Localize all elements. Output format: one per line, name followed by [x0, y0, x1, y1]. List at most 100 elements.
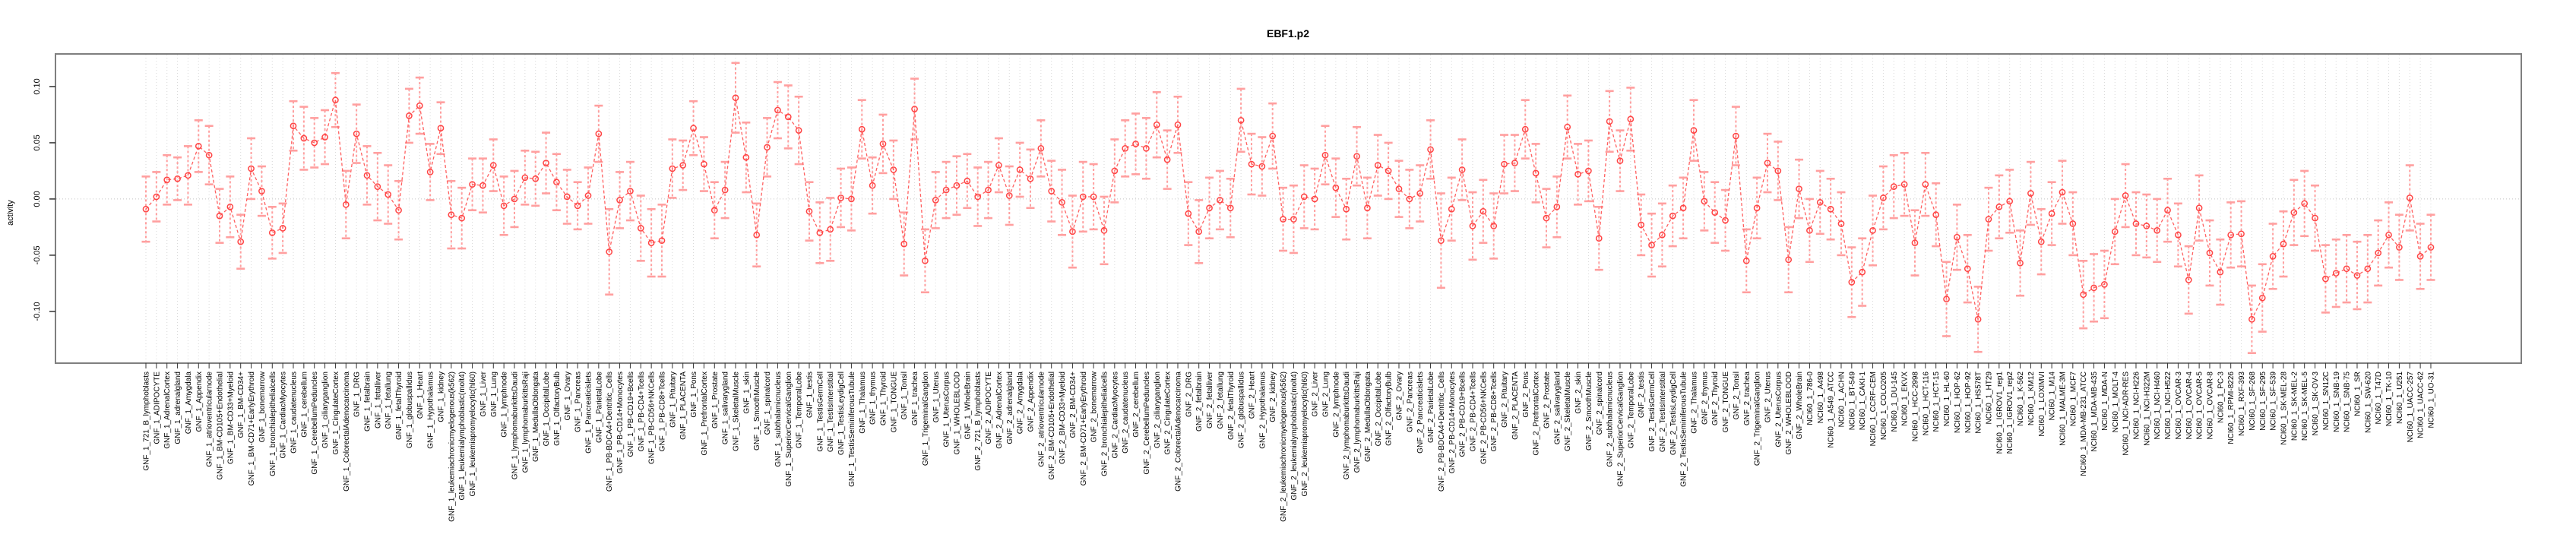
x-tick-label: GNF_2_TestisSeminiferousTubule — [1680, 372, 1688, 487]
x-tick-label: GNF_2_Pancreaticislets — [1416, 372, 1425, 454]
data-point — [890, 166, 897, 173]
data-point — [1343, 205, 1350, 213]
x-tick-label: NCI60_1_OVCAR-3 — [2175, 372, 2183, 440]
x-tick-label: NCI60_1_RPMI-8226 — [2227, 372, 2236, 444]
x-tick-label: GNF_1_BM-CD71+EarlyErythroid — [248, 372, 256, 485]
data-point — [900, 240, 908, 248]
data-point — [2027, 190, 2034, 197]
x-tick-label: GNF_1_ParietalLobe — [595, 372, 603, 443]
data-point — [606, 248, 613, 255]
data-point — [1585, 167, 1592, 175]
x-tick-label: GNF_2_lymphomaburkittsRaji — [1353, 372, 1362, 473]
x-tick-label: NCI60_1_MDA-MB-435 — [2090, 372, 2099, 452]
x-tick-label: GNF_2_WholeBrain — [1796, 372, 1804, 439]
x-tick-label: NCI60_1_U251 — [2396, 372, 2404, 424]
x-tick-label: NCI60_1_COLO205 — [1880, 372, 1888, 440]
data-point — [1364, 204, 1371, 212]
y-tick-label: 0.00 — [33, 191, 42, 207]
data-point — [1037, 144, 1045, 152]
x-tick-label: NCI60_1_UO-31 — [2427, 372, 2435, 428]
x-tick-label: GNF_2_DRG — [1185, 372, 1193, 417]
x-tick-label: GNF_2_Amygdala — [1017, 372, 1025, 435]
x-tick-label: NCI60_1_NCI-H322M — [2143, 372, 2151, 446]
data-point — [2290, 209, 2298, 217]
data-point — [469, 181, 476, 188]
x-tick-label: GNF_1_DRG — [353, 372, 362, 417]
x-tick-label: GNF_1_bronchialepithelialcells — [269, 372, 277, 476]
x-tick-label: GNF_1_MedullaOblongata — [532, 372, 540, 462]
data-point — [2175, 231, 2182, 239]
x-tick-label: GNF_1_lymphnode — [501, 372, 509, 438]
data-point — [1217, 197, 1223, 204]
x-tick-label: GNF_1_globuspallidus — [406, 372, 414, 448]
x-tick-label: GNF_2_SkeletalMuscle — [1564, 372, 1572, 451]
x-tick-label: NCI60_1_ACHN — [1837, 372, 1846, 427]
x-tick-label: GNF_2_UterusCorpus — [1774, 372, 1783, 447]
x-tick-label: GNF_1_lymphomaburkittsRaji — [521, 372, 530, 473]
x-tick-label: GNF_1_BM-CD34+ — [237, 372, 245, 438]
x-tick-label: NCI60_1_OVCAR-4 — [2185, 372, 2194, 440]
data-point — [1911, 239, 1919, 246]
data-point — [511, 195, 518, 203]
data-point — [2322, 275, 2329, 283]
x-tick-label: GNF_2_bronchialepithelialcells — [1100, 372, 1109, 476]
x-tick-label: NCI60_1_SK-MEL-2 — [2290, 372, 2299, 441]
data-point — [1733, 132, 1739, 140]
x-tick-label: GNF_1_PrefrontalCortex — [701, 372, 709, 456]
x-tick-label: GNF_2_TemporalLobe — [1627, 372, 1635, 449]
data-point — [1669, 212, 1676, 220]
data-point — [574, 202, 581, 210]
x-tick-label: GNF_2_trachea — [1743, 372, 1752, 426]
data-point — [1311, 195, 1318, 203]
x-tick-label: NCI60_1_HS578T — [1975, 372, 1983, 434]
data-point — [953, 182, 960, 189]
data-point — [1469, 223, 1476, 229]
data-point — [710, 207, 718, 214]
data-point — [805, 207, 813, 215]
gridlines — [56, 55, 2521, 362]
data-point — [1722, 217, 1729, 224]
data-point — [1796, 185, 1802, 192]
x-tick-label: GNF_2_Lung — [1321, 372, 1330, 417]
data-point — [647, 239, 655, 246]
data-point — [2248, 315, 2255, 323]
x-tick-label: NCI60_1_UACC-62 — [2417, 372, 2426, 438]
x-tick-label: GNF_2_fetallung — [1217, 372, 1225, 429]
data-point — [2258, 294, 2266, 302]
data-point — [374, 183, 381, 190]
data-point — [837, 194, 844, 201]
data-point — [2111, 228, 2119, 236]
y-tick-label: 0.05 — [33, 134, 42, 150]
x-tick-label: GNF_2_TestisLeydigCell — [1669, 372, 1678, 455]
x-tick-label: GNF_2_adrenalgland — [1006, 372, 1014, 444]
data-point — [1438, 237, 1445, 245]
data-point — [1859, 268, 1866, 276]
data-point — [2143, 223, 2150, 229]
x-tick-label: GNF_2_thymus — [1701, 372, 1709, 425]
data-point — [1069, 228, 1076, 236]
data-point — [995, 162, 1002, 169]
data-point — [1280, 216, 1286, 223]
x-tick-label: GNF_2_OccipitalLobe — [1375, 372, 1383, 447]
x-tick-label: GNF_2_SuperiorCervicalGanglion — [1616, 372, 1625, 487]
data-point — [489, 162, 497, 169]
x-tick-label: GNF_2_SmoothMuscle — [1585, 372, 1593, 451]
data-point — [658, 237, 666, 245]
x-tick-label: GNF_2_subthalamicnucleus — [1606, 372, 1615, 467]
x-tick-label: GNF_2_BM-CD34+ — [1069, 372, 1078, 438]
x-tick-label: GNF_1_PB-CD8+Tcells — [658, 372, 666, 451]
data-point — [363, 172, 371, 179]
x-tick-label: GNF_1_TONGUE — [890, 372, 898, 433]
x-tick-label: GNF_1_ADIPOCYTE — [153, 372, 161, 444]
x-tick-label: GNF_2_fetalliver — [1206, 371, 1214, 428]
x-tick-label: GNF_2_CingulateCortex — [1164, 372, 1172, 455]
x-tick-label: GNF_1_TrigeminalGanglion — [922, 372, 930, 466]
data-point — [2332, 270, 2340, 277]
x-tick-label: GNF_2_CerebellumPeduncles — [1143, 372, 1151, 475]
data-point — [1679, 204, 1687, 212]
x-tick-label: GNF_2_Heart — [1248, 372, 1256, 419]
x-tick-label: GNF_1_bonemarrow — [258, 371, 267, 442]
data-point — [1943, 296, 1950, 302]
data-point — [2385, 231, 2392, 239]
data-point — [869, 182, 876, 189]
